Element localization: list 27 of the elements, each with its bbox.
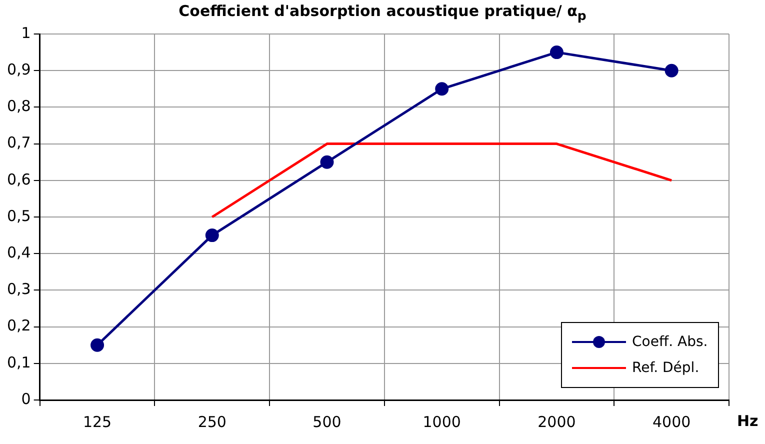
legend-label: Coeff. Abs. xyxy=(632,334,708,350)
y-tick-label: 1 xyxy=(21,24,31,42)
y-tick-label: 0 xyxy=(21,390,31,408)
y-tick-label: 0,4 xyxy=(6,243,31,262)
y-tick-label: 0,9 xyxy=(6,60,31,78)
legend-label: Ref. Dépl. xyxy=(632,360,700,376)
point xyxy=(205,228,219,242)
x-axis-title: Hz xyxy=(737,412,759,430)
y-tick-label: 0,5 xyxy=(6,206,31,225)
x-tick-label: 125 xyxy=(82,412,112,431)
point xyxy=(664,64,678,78)
point xyxy=(90,338,104,352)
x-tick-label: 1000 xyxy=(422,412,461,431)
y-tick-label: 0,3 xyxy=(6,280,31,298)
y-tick-label: 0,6 xyxy=(6,170,31,188)
y-tick-label: 0,2 xyxy=(6,316,31,335)
chart-title: Coefficient d'absorption acoustique pratique/ α$_{p}$ xyxy=(178,2,588,23)
y-tick-label: 0,8 xyxy=(6,97,31,116)
x-tick-label: 500 xyxy=(312,412,342,431)
x-tick-label: 250 xyxy=(198,412,226,431)
y-tick-label: 0,7 xyxy=(6,134,31,152)
point xyxy=(550,46,564,60)
y-tick-label: 0,1 xyxy=(6,353,31,372)
x-tick-label: 4000 xyxy=(652,412,691,431)
point xyxy=(320,155,334,169)
x-tick-label: 2000 xyxy=(538,412,576,431)
point xyxy=(435,82,449,96)
